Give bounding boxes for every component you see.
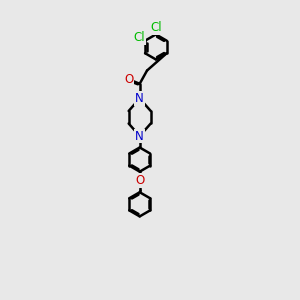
Text: O: O [124,73,133,86]
Text: N: N [135,92,144,105]
Text: Cl: Cl [150,21,162,34]
Text: O: O [135,174,144,187]
Text: Cl: Cl [133,31,145,44]
Text: N: N [135,130,144,142]
